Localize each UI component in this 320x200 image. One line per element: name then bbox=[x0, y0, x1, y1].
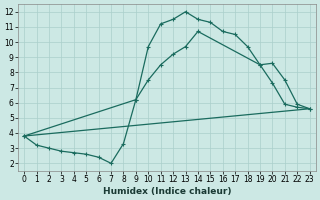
X-axis label: Humidex (Indice chaleur): Humidex (Indice chaleur) bbox=[103, 187, 231, 196]
